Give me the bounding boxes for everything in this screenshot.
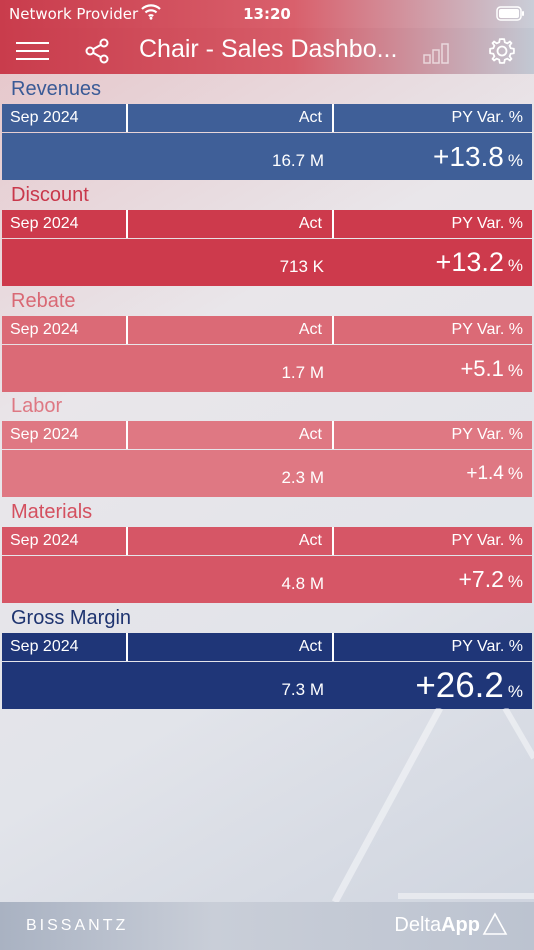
page-title: Chair - Sales Dashbo... [139,35,398,63]
var-label: PY Var. % [451,637,523,655]
kpi-header: Sep 2024 Act PY Var. % [2,315,532,344]
var-value: +1.4% [334,450,532,497]
share-icon[interactable] [84,38,110,64]
kpi-values: 2.3 M +1.4% [2,450,532,498]
nav-bar: Chair - Sales Dashbo... [0,28,534,74]
period-label: Sep 2024 [2,421,128,450]
act-value: 4.8 M [281,574,324,594]
var-number: +13.8 [433,141,504,172]
var-unit: % [507,151,523,170]
kpi-revenues[interactable]: Revenues Sep 2024 Act PY Var. % 16.7 M +… [2,74,532,180]
var-value: +26.2% [334,662,532,709]
footer: BISSANTZ DeltaApp [0,902,534,950]
var-value: +13.2% [334,239,532,286]
var-unit: % [507,360,523,380]
act-label: Act [128,421,334,450]
act-label: Act [128,209,334,238]
kpi-header: Sep 2024 Act PY Var. % [2,527,532,556]
app-name-bold: App [441,914,480,936]
var-value: +5.1% [334,345,532,392]
gear-icon[interactable] [488,37,516,65]
kpi-materials[interactable]: Materials Sep 2024 Act PY Var. % 4.8 M +… [2,497,532,604]
act-value: 1.7 M [281,362,324,382]
chart-icon[interactable] [423,42,451,64]
app-logo: DeltaApp [394,914,480,937]
menu-icon[interactable] [16,40,49,62]
kpi-header: Sep 2024 Act PY Var. % [2,421,532,450]
kpi-values: 16.7 M +13.8% [2,133,532,180]
kpi-title: Materials [11,501,93,524]
kpi-title: Labor [11,395,63,418]
kpi-values: 4.8 M +7.2% [2,556,532,604]
kpi-title: Gross Margin [11,606,132,629]
var-label: PY Var. % [451,214,523,232]
kpi-header: Sep 2024 Act PY Var. % [2,209,532,238]
background-decoration [331,708,534,902]
kpi-discount[interactable]: Discount Sep 2024 Act PY Var. % 713 K +1… [2,180,532,286]
act-label: Act [128,104,334,132]
var-unit: % [507,464,523,484]
act-label: Act [128,527,334,556]
status-bar: Network Provider 13:20 [0,0,534,28]
var-number: +26.2 [415,665,504,705]
act-value: 713 K [279,256,324,276]
delta-icon [482,912,508,935]
act-value: 16.7 M [272,151,324,170]
kpi-values: 1.7 M +5.1% [2,344,532,392]
act-value: 7.3 M [281,679,324,699]
kpi-list: Revenues Sep 2024 Act PY Var. % 16.7 M +… [2,74,532,709]
act-label: Act [128,632,334,661]
app-name-prefix: Delta [394,914,442,936]
period-label: Sep 2024 [2,632,128,661]
period-label: Sep 2024 [2,527,128,556]
kpi-header: Sep 2024 Act PY Var. % [2,632,532,661]
act-label: Act [128,315,334,344]
kpi-header: Sep 2024 Act PY Var. % [2,104,532,132]
clock: 13:20 [243,5,291,23]
wifi-icon [141,4,161,20]
var-value: +7.2% [334,556,532,603]
kpi-title: Revenues [11,78,102,100]
kpi-title: Discount [11,183,89,206]
kpi-gross-margin[interactable]: Gross Margin Sep 2024 Act PY Var. % 7.3 … [2,603,532,709]
var-unit: % [507,255,523,275]
var-unit: % [507,572,523,592]
var-value: +13.8% [334,133,532,180]
battery-icon [496,6,524,21]
act-value: 2.3 M [281,468,324,488]
var-unit: % [507,681,523,701]
var-number: +13.2 [435,246,504,277]
var-label: PY Var. % [451,109,523,126]
period-label: Sep 2024 [2,209,128,238]
kpi-title: Rebate [11,289,76,312]
period-label: Sep 2024 [2,104,128,132]
kpi-values: 7.3 M +26.2% [2,661,532,709]
kpi-values: 713 K +13.2% [2,238,532,286]
var-label: PY Var. % [451,426,523,444]
var-number: +1.4 [466,463,504,485]
var-label: PY Var. % [451,320,523,338]
kpi-rebate[interactable]: Rebate Sep 2024 Act PY Var. % 1.7 M +5.1… [2,286,532,392]
network-provider: Network Provider [9,5,139,23]
var-label: PY Var. % [451,532,523,550]
brand-logo: BISSANTZ [26,917,129,934]
var-number: +5.1 [460,355,504,381]
kpi-labor[interactable]: Labor Sep 2024 Act PY Var. % 2.3 M +1.4% [2,391,532,498]
period-label: Sep 2024 [2,315,128,344]
var-number: +7.2 [458,566,504,593]
